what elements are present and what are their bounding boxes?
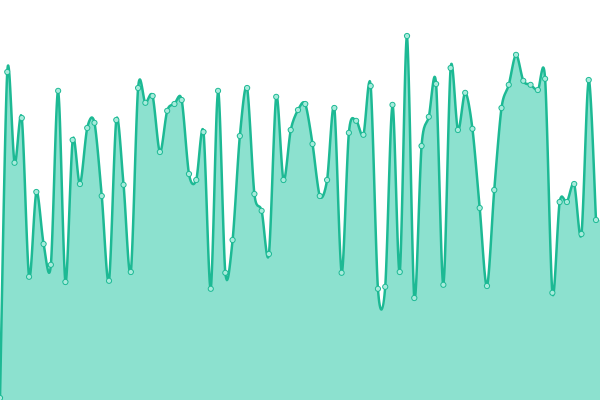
point xyxy=(556,198,563,206)
point xyxy=(258,207,265,214)
point xyxy=(214,87,222,94)
point xyxy=(229,236,236,244)
point xyxy=(403,32,411,40)
point xyxy=(527,81,534,88)
point xyxy=(309,140,316,148)
point xyxy=(134,84,142,92)
point xyxy=(222,269,229,276)
point xyxy=(4,68,11,76)
point xyxy=(91,119,98,126)
point xyxy=(389,101,396,108)
point xyxy=(462,89,469,96)
point xyxy=(265,250,273,258)
point xyxy=(483,282,491,290)
point xyxy=(491,186,498,194)
point xyxy=(578,230,585,238)
point xyxy=(476,204,483,212)
point xyxy=(156,148,164,156)
point xyxy=(18,114,25,122)
point xyxy=(76,180,84,188)
point xyxy=(447,64,454,72)
point xyxy=(374,285,382,292)
point xyxy=(40,240,47,248)
point xyxy=(469,125,476,132)
point xyxy=(498,104,505,112)
point xyxy=(105,277,113,284)
area-fill xyxy=(0,35,600,400)
point xyxy=(185,170,193,178)
point xyxy=(512,51,520,58)
point xyxy=(84,124,91,132)
point xyxy=(273,93,280,100)
point xyxy=(505,81,512,88)
point xyxy=(353,117,360,124)
point xyxy=(251,190,258,198)
point xyxy=(331,104,338,112)
point xyxy=(193,176,200,184)
point xyxy=(520,77,527,84)
point xyxy=(55,87,62,94)
point xyxy=(418,142,425,150)
point xyxy=(338,269,345,276)
point xyxy=(207,285,214,292)
point xyxy=(432,80,440,88)
point xyxy=(411,294,418,302)
point xyxy=(382,283,389,290)
point xyxy=(563,198,571,206)
point xyxy=(69,136,76,144)
point xyxy=(592,216,600,224)
point xyxy=(454,126,462,134)
point xyxy=(200,128,207,136)
point xyxy=(360,131,367,138)
point xyxy=(294,106,302,114)
point xyxy=(11,159,18,166)
point xyxy=(142,99,149,106)
point xyxy=(542,75,549,82)
point xyxy=(171,100,178,108)
point xyxy=(120,181,127,188)
point xyxy=(280,176,287,184)
point xyxy=(585,76,592,84)
point xyxy=(47,261,54,268)
point xyxy=(571,180,578,188)
point xyxy=(244,84,251,92)
point xyxy=(323,176,331,184)
point xyxy=(164,107,171,114)
point xyxy=(25,273,33,280)
point xyxy=(287,126,294,134)
point xyxy=(302,100,309,108)
point xyxy=(396,268,403,276)
point xyxy=(367,82,374,90)
point xyxy=(534,86,541,94)
point xyxy=(113,116,120,124)
point xyxy=(62,278,69,286)
point xyxy=(178,96,185,104)
point xyxy=(0,394,4,400)
point xyxy=(236,132,243,140)
point xyxy=(149,92,156,100)
point xyxy=(425,113,432,120)
point xyxy=(33,188,40,196)
point xyxy=(98,192,105,200)
point xyxy=(345,129,352,136)
point xyxy=(440,281,447,288)
point xyxy=(549,289,556,296)
point xyxy=(316,192,323,200)
point xyxy=(127,268,134,276)
